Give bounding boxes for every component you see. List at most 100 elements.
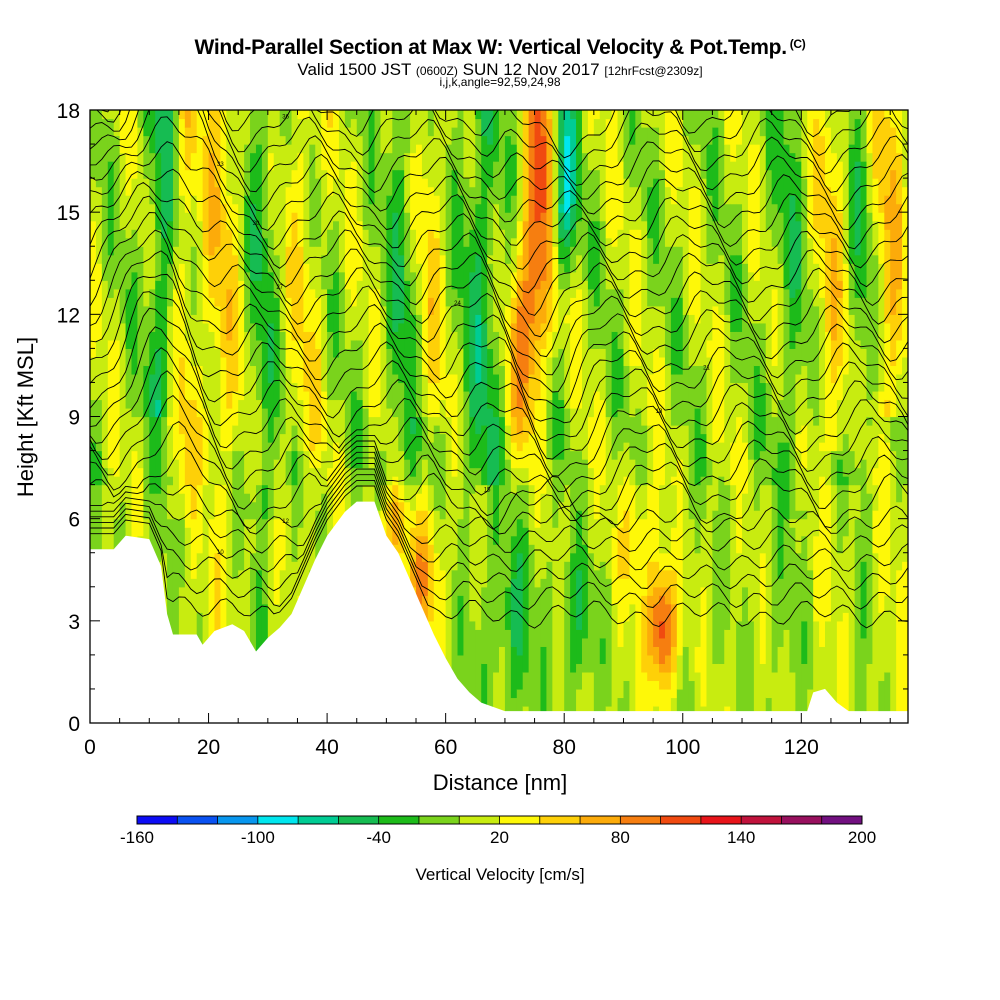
velocity-cell	[819, 237, 826, 298]
velocity-cell	[279, 331, 287, 435]
velocity-cell	[149, 416, 156, 494]
velocity-cell	[629, 186, 636, 230]
colorbar-swatch	[257, 816, 299, 824]
velocity-cell	[872, 510, 879, 554]
velocity-cell	[327, 127, 334, 196]
velocity-cell	[95, 339, 103, 401]
velocity-cell	[653, 348, 660, 562]
velocity-cell	[427, 229, 435, 298]
velocity-cell	[771, 484, 779, 673]
colorbar-swatch	[177, 816, 218, 824]
isentrope-line	[90, 485, 908, 629]
velocity-cell	[777, 263, 785, 401]
velocity-cell	[670, 671, 678, 699]
velocity-cell	[730, 254, 737, 332]
velocity-cell	[647, 595, 654, 656]
velocity-cell	[641, 671, 648, 723]
velocity-cell	[647, 484, 654, 562]
velocity-cell	[184, 110, 192, 128]
isentrope-line	[90, 116, 908, 246]
velocity-cell	[558, 203, 565, 213]
velocity-cell	[392, 501, 399, 545]
velocity-cell	[860, 161, 868, 298]
velocity-cell	[546, 118, 553, 290]
velocity-cell	[564, 271, 571, 290]
velocity-cell	[481, 322, 488, 426]
velocity-cell	[178, 110, 186, 120]
velocity-cell	[712, 442, 719, 511]
velocity-cell	[623, 110, 631, 179]
velocity-cell	[255, 280, 263, 341]
velocity-cell	[647, 237, 654, 307]
colorbar-tick-label: -40	[366, 828, 391, 847]
velocity-cell	[172, 459, 180, 520]
velocity-cell	[137, 110, 144, 128]
velocity-cell	[801, 535, 808, 622]
velocity-cell	[469, 186, 476, 230]
velocity-cell	[386, 195, 393, 349]
isentrope-label: 21	[703, 366, 710, 372]
velocity-cell	[475, 254, 482, 315]
velocity-cell	[386, 407, 393, 486]
velocity-cell	[95, 484, 103, 562]
velocity-cell	[244, 331, 251, 494]
velocity-cell	[540, 646, 548, 716]
velocity-cell	[623, 578, 631, 622]
velocity-cell	[350, 118, 358, 162]
velocity-cell	[297, 152, 304, 247]
velocity-cell	[469, 620, 476, 723]
velocity-cell	[647, 186, 654, 239]
velocity-cell	[836, 212, 844, 281]
velocity-cell	[534, 586, 542, 723]
velocity-cell	[244, 271, 251, 332]
velocity-cell	[813, 620, 820, 723]
velocity-cell	[255, 569, 263, 699]
x-tick-label: 120	[784, 736, 819, 759]
velocity-cell	[167, 110, 174, 222]
velocity-cell	[712, 263, 719, 307]
colorbar-swatch	[418, 816, 460, 824]
velocity-cell	[167, 220, 174, 264]
velocity-cell	[380, 152, 387, 307]
velocity-cell	[291, 169, 299, 213]
velocity-cell	[155, 152, 162, 230]
velocity-cell	[694, 646, 702, 673]
velocity-cell	[540, 578, 548, 647]
velocity-cell	[659, 305, 666, 358]
velocity-cell	[499, 416, 506, 486]
velocity-cell	[214, 348, 222, 486]
velocity-cell	[344, 127, 352, 171]
velocity-cell	[516, 305, 524, 409]
velocity-cell	[617, 527, 625, 579]
velocity-cell	[333, 110, 340, 179]
velocity-cell	[451, 476, 459, 571]
isentrope-label: 30	[253, 221, 260, 227]
velocity-cell	[427, 135, 435, 188]
velocity-cell	[439, 110, 447, 256]
velocity-cell	[842, 373, 850, 435]
velocity-cell	[670, 110, 678, 205]
velocity-cell	[202, 407, 210, 486]
velocity-cell	[410, 484, 417, 511]
velocity-cell	[143, 110, 150, 137]
velocity-cell	[564, 229, 571, 247]
velocity-cell	[457, 518, 465, 596]
velocity-cell	[107, 161, 115, 256]
velocity-cell	[842, 535, 850, 613]
velocity-cell	[593, 390, 601, 520]
velocity-cell	[410, 527, 417, 562]
velocity-cell	[427, 297, 435, 315]
velocity-cell	[860, 348, 868, 460]
isentrope-line	[90, 395, 908, 507]
velocity-cell	[255, 484, 263, 571]
velocity-cell	[866, 110, 874, 154]
velocity-cell	[753, 510, 761, 723]
velocity-cell	[90, 399, 97, 443]
velocity-cell	[445, 110, 453, 145]
velocity-cell	[593, 518, 601, 571]
velocity-cell	[392, 373, 399, 418]
velocity-cell	[350, 390, 358, 469]
velocity-cell	[368, 467, 376, 486]
velocity-cell	[730, 442, 737, 486]
velocity-cell	[659, 484, 666, 554]
